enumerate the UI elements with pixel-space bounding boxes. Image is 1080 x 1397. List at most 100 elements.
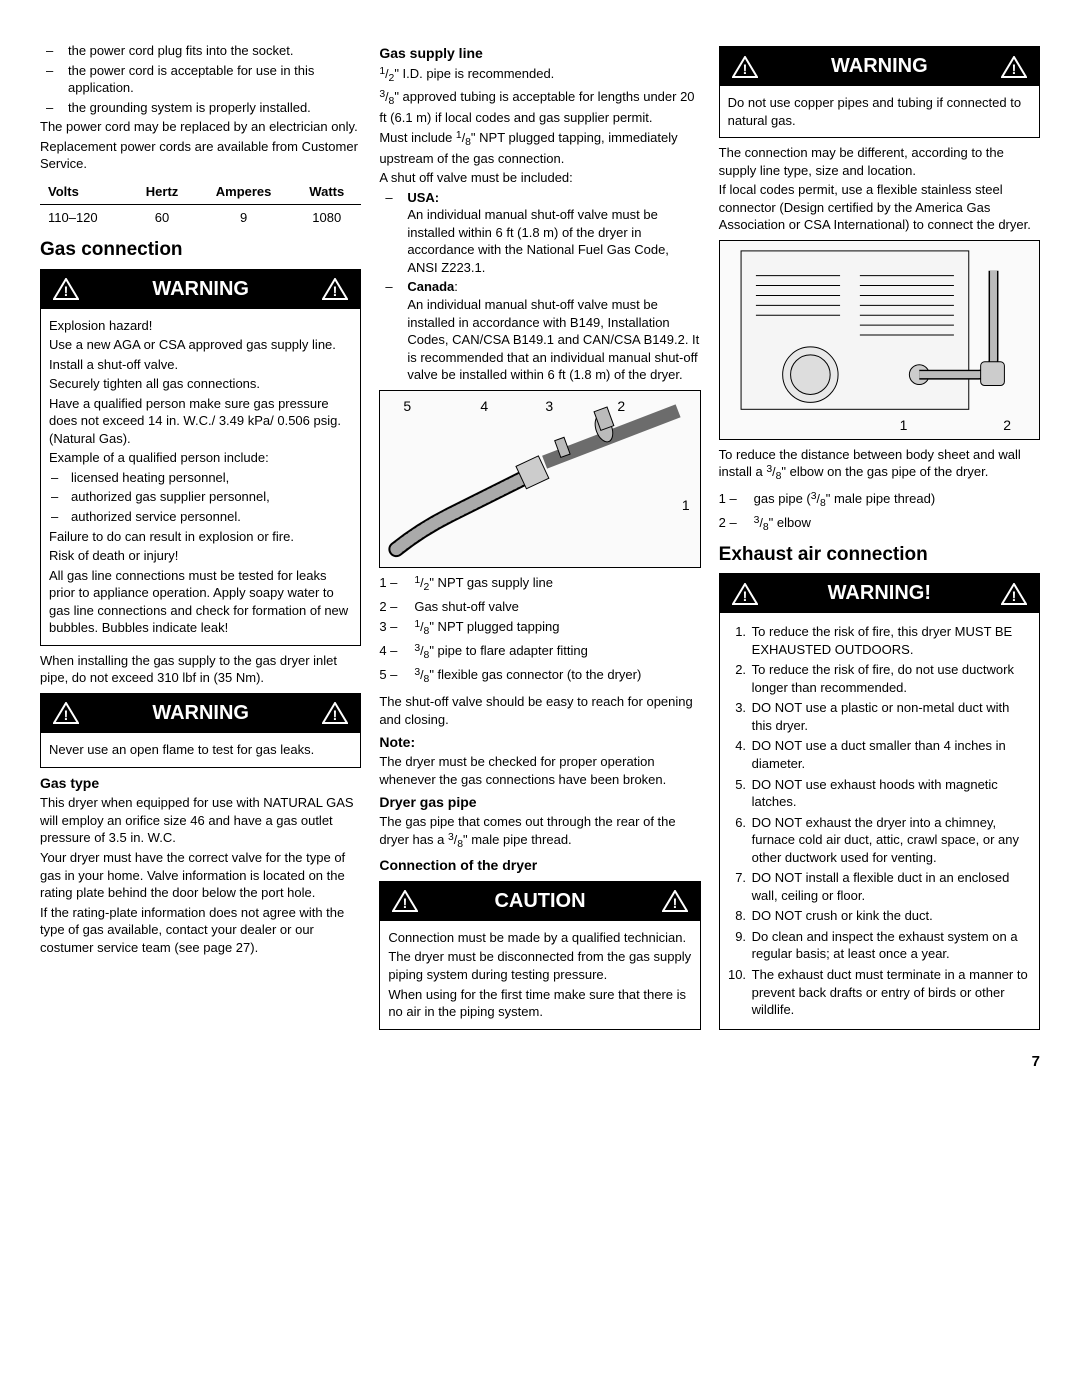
- warning-box-content: Explosion hazard! Use a new AGA or CSA a…: [41, 309, 360, 645]
- td-amperes: 9: [195, 205, 292, 231]
- list-item: DO NOT crush or kink the duct.: [750, 907, 1031, 925]
- list-item: To reduce the risk of fire, this dryer M…: [750, 623, 1031, 658]
- svg-text:!: !: [333, 707, 338, 723]
- caution-box-content: Connection must be made by a qualified t…: [380, 921, 699, 1029]
- warning-banner: ! WARNING !: [720, 47, 1039, 86]
- legend-item: 1 –1/2" NPT gas supply line: [379, 574, 700, 595]
- legend-item: 5 –3/8" flexible gas connector (to the d…: [379, 666, 700, 687]
- dryer-legend: 1 –gas pipe (3/8" male pipe thread) 2 –3/…: [719, 490, 1040, 535]
- list-item: To reduce the risk of fire, do not use d…: [750, 661, 1031, 696]
- list-item: DO NOT use a plastic or non-metal duct w…: [750, 699, 1031, 734]
- column-3: ! WARNING ! Do not use copper pipes and …: [719, 40, 1040, 1036]
- text: Explosion hazard!: [49, 317, 352, 335]
- list-item: authorized service personnel.: [49, 508, 352, 526]
- shutoff-text: The shut-off valve should be easy to rea…: [379, 693, 700, 728]
- legend-item: 4 –3/8" pipe to flare adapter fitting: [379, 642, 700, 663]
- warning-box-content: Never use an open flame to test for gas …: [41, 733, 360, 767]
- electrical-spec-table: Volts Hertz Amperes Watts 110–120 60 9 1…: [40, 179, 361, 231]
- supply-text: 3/8" approved tubing is acceptable for l…: [379, 88, 700, 127]
- warning-box-explosion: ! WARNING ! Explosion hazard! Use a new …: [40, 269, 361, 646]
- list-item: licensed heating personnel,: [49, 469, 352, 487]
- warning-label: WARNING: [770, 53, 989, 80]
- legend-item: 2 –3/8" elbow: [719, 514, 1040, 535]
- warning-banner: ! WARNING !: [41, 270, 360, 309]
- svg-text:!: !: [64, 283, 69, 299]
- warning-banner: ! WARNING! !: [720, 574, 1039, 613]
- supply-text: Must include 1/8" NPT plugged tapping, i…: [379, 129, 700, 168]
- list-item: DO NOT use a duct smaller than 4 inches …: [750, 737, 1031, 772]
- list-item-canada: Canada: An individual manual shut-off va…: [379, 278, 700, 383]
- text: Have a qualified person make sure gas pr…: [49, 395, 352, 448]
- column-2: Gas supply line 1/2" I.D. pipe is recomm…: [379, 40, 700, 1036]
- text: Never use an open flame to test for gas …: [49, 741, 352, 759]
- caution-banner: ! CAUTION !: [380, 882, 699, 921]
- supply-text: A shut off valve must be included:: [379, 169, 700, 187]
- gas-type-text: Your dryer must have the correct valve f…: [40, 849, 361, 902]
- text: Use a new AGA or CSA approved gas supply…: [49, 336, 352, 354]
- connection-text: The connection may be different, accordi…: [719, 144, 1040, 179]
- th-hertz: Hertz: [129, 179, 195, 205]
- th-watts: Watts: [292, 179, 361, 205]
- warning-label: WARNING: [91, 700, 310, 727]
- canada-text: An individual manual shut-off valve must…: [407, 296, 700, 384]
- svg-text:!: !: [742, 61, 747, 77]
- caution-box: ! CAUTION ! Connection must be made by a…: [379, 881, 700, 1030]
- diagram-label-4: 4: [480, 397, 488, 416]
- page-number: 7: [40, 1052, 1040, 1072]
- usa-label: USA:: [407, 190, 439, 205]
- list-item: The exhaust duct must terminate in a man…: [750, 966, 1031, 1019]
- heading-exhaust: Exhaust air connection: [719, 542, 1040, 568]
- text: When using for the first time make sure …: [388, 986, 691, 1021]
- td-hertz: 60: [129, 205, 195, 231]
- text: Install a shut-off valve.: [49, 356, 352, 374]
- note-text: The dryer must be checked for proper ope…: [379, 753, 700, 788]
- legend-item: 3 –1/8" NPT plugged tapping: [379, 618, 700, 639]
- list-item: Do clean and inspect the exhaust system …: [750, 928, 1031, 963]
- reduce-distance-text: To reduce the distance between body shee…: [719, 446, 1040, 485]
- th-amperes: Amperes: [195, 179, 292, 205]
- list-item: DO NOT install a flexible duct in an enc…: [750, 869, 1031, 904]
- warning-icon: !: [392, 890, 418, 912]
- cord-service-text: Replacement power cords are available fr…: [40, 138, 361, 173]
- legend-item: 2 –Gas shut-off valve: [379, 598, 700, 616]
- legend-item: 1 –gas pipe (3/8" male pipe thread): [719, 490, 1040, 511]
- heading-gas-supply: Gas supply line: [379, 44, 700, 63]
- svg-text:!: !: [1012, 588, 1017, 604]
- local-codes-text: If local codes permit, use a flexible st…: [719, 181, 1040, 234]
- warning-box-content: Do not use copper pipes and tubing if co…: [720, 86, 1039, 137]
- pipe-text: The gas pipe that comes out through the …: [379, 813, 700, 852]
- warning-box-copper: ! WARNING ! Do not use copper pipes and …: [719, 46, 1040, 138]
- column-1: the power cord plug fits into the socket…: [40, 40, 361, 1036]
- diagram-label-1: 1: [682, 496, 690, 515]
- warning-banner: ! WARNING !: [41, 694, 360, 733]
- usa-text: An individual manual shut-off valve must…: [407, 206, 700, 276]
- dryer-rear-diagram: 1 2: [719, 240, 1040, 440]
- caution-label: CAUTION: [430, 888, 649, 915]
- warning-icon: !: [662, 890, 688, 912]
- warning-icon: !: [53, 278, 79, 300]
- canada-label: Canada: [407, 279, 454, 294]
- warning-icon: !: [1001, 56, 1027, 78]
- list-item: authorized gas supplier personnel,: [49, 488, 352, 506]
- th-volts: Volts: [40, 179, 129, 205]
- diagram-label-1: 1: [900, 416, 908, 435]
- warning-icon: !: [322, 702, 348, 724]
- warning-label: WARNING: [91, 276, 310, 303]
- text: Example of a qualified person include:: [49, 449, 352, 467]
- diagram-label-3: 3: [545, 397, 553, 416]
- warning-icon: !: [732, 583, 758, 605]
- list-item: DO NOT exhaust the dryer into a chimney,…: [750, 814, 1031, 867]
- supply-text: 1/2" I.D. pipe is recommended.: [379, 65, 700, 86]
- diagram-label-2: 2: [1003, 416, 1011, 435]
- text: Do not use copper pipes and tubing if co…: [728, 94, 1031, 129]
- list-item: the grounding system is properly install…: [40, 99, 361, 117]
- diagram-legend: 1 –1/2" NPT gas supply line 2 –Gas shut-o…: [379, 574, 700, 688]
- list-item: the power cord plug fits into the socket…: [40, 42, 361, 60]
- svg-text:!: !: [333, 283, 338, 299]
- heading-connection: Connection of the dryer: [379, 856, 700, 875]
- text: Securely tighten all gas connections.: [49, 375, 352, 393]
- list-item-usa: USA: An individual manual shut-off valve…: [379, 189, 700, 277]
- install-note: When installing the gas supply to the ga…: [40, 652, 361, 687]
- warning-icon: !: [322, 278, 348, 300]
- svg-text:!: !: [64, 707, 69, 723]
